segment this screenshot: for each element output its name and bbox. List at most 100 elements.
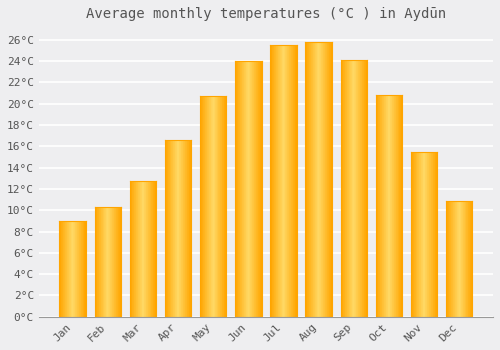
Bar (76, 221, 77, 317)
Bar (109, 207, 110, 317)
Bar (399, 95, 400, 317)
Bar (99, 207, 100, 317)
Bar (251, 61, 252, 317)
Bar (239, 61, 240, 317)
Bar (78, 221, 79, 317)
Bar (215, 96, 216, 317)
Bar (115, 207, 116, 317)
Bar (283, 45, 284, 317)
Bar (361, 60, 362, 317)
Bar (184, 140, 186, 317)
Bar (273, 45, 274, 317)
Bar (326, 42, 327, 317)
Bar (118, 207, 119, 317)
Bar (414, 152, 415, 317)
Bar (252, 61, 253, 317)
Bar (314, 42, 316, 317)
Bar (204, 96, 206, 317)
Bar (379, 95, 380, 317)
Bar (276, 45, 277, 317)
Bar (446, 201, 448, 317)
Bar (225, 96, 226, 317)
Bar (110, 207, 111, 317)
Bar (434, 152, 436, 317)
Bar (250, 61, 251, 317)
Bar (238, 61, 239, 317)
Bar (119, 207, 120, 317)
Bar (423, 152, 424, 317)
Bar (190, 140, 191, 317)
Bar (278, 45, 279, 317)
Bar (347, 60, 348, 317)
Bar (202, 96, 203, 317)
Bar (355, 60, 356, 317)
Bar (260, 61, 261, 317)
Bar (114, 207, 115, 317)
Bar (139, 181, 140, 317)
Bar (113, 207, 114, 317)
Bar (362, 60, 363, 317)
Bar (468, 201, 469, 317)
Bar (271, 45, 272, 317)
Bar (240, 61, 241, 317)
Bar (419, 152, 420, 317)
Bar (138, 181, 139, 317)
Bar (66, 221, 68, 317)
Bar (81, 221, 82, 317)
Bar (352, 60, 353, 317)
Bar (462, 201, 463, 317)
Bar (112, 207, 113, 317)
Bar (412, 152, 413, 317)
Bar (256, 61, 257, 317)
Bar (471, 201, 472, 317)
Bar (363, 60, 364, 317)
Bar (291, 45, 292, 317)
Bar (318, 42, 320, 317)
Bar (392, 95, 393, 317)
Bar (182, 140, 184, 317)
Bar (417, 152, 418, 317)
Bar (358, 60, 359, 317)
Bar (381, 95, 382, 317)
Bar (255, 61, 256, 317)
Bar (290, 45, 291, 317)
Bar (212, 96, 213, 317)
Bar (257, 61, 258, 317)
Bar (359, 60, 360, 317)
Bar (331, 42, 332, 317)
Bar (413, 152, 414, 317)
Bar (135, 181, 136, 317)
Bar (436, 152, 438, 317)
Bar (150, 181, 151, 317)
Bar (180, 140, 182, 317)
Bar (148, 181, 149, 317)
Bar (415, 152, 416, 317)
Bar (98, 207, 99, 317)
Bar (292, 45, 294, 317)
Bar (383, 95, 384, 317)
Bar (274, 45, 275, 317)
Bar (107, 207, 108, 317)
Bar (380, 95, 381, 317)
Bar (169, 140, 170, 317)
Bar (346, 60, 347, 317)
Bar (430, 152, 432, 317)
Bar (349, 60, 350, 317)
Bar (219, 96, 220, 317)
Bar (133, 181, 134, 317)
Bar (322, 42, 324, 317)
Bar (386, 95, 387, 317)
Bar (83, 221, 84, 317)
Bar (464, 201, 465, 317)
Bar (452, 201, 454, 317)
Bar (388, 95, 389, 317)
Bar (261, 61, 262, 317)
Bar (325, 42, 326, 317)
Bar (72, 221, 74, 317)
Bar (141, 181, 142, 317)
Bar (400, 95, 401, 317)
Bar (376, 95, 377, 317)
Bar (416, 152, 417, 317)
Bar (97, 207, 98, 317)
Bar (62, 221, 64, 317)
